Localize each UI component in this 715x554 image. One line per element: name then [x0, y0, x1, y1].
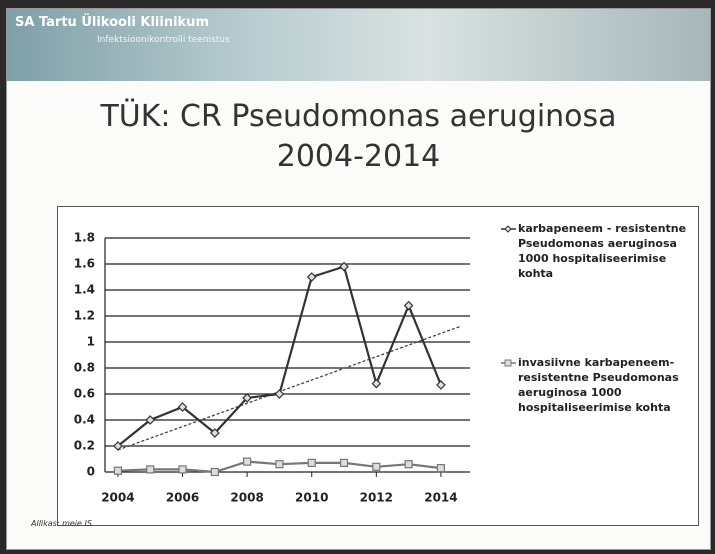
- slide: SA Tartu Ülikooli Kliinikum Infektsiooni…: [6, 8, 711, 550]
- marker: [275, 460, 284, 469]
- x-tick-label: 2014: [424, 491, 457, 505]
- x-tick-label: 2004: [101, 491, 134, 505]
- legend-marker: [504, 225, 512, 233]
- title-line: TÜK: CR Pseudomonas aeruginosa: [100, 99, 617, 134]
- marker: [372, 462, 381, 471]
- y-tick-label: 0.4: [74, 413, 95, 427]
- y-tick-label: 0.6: [74, 387, 95, 401]
- marker: [146, 465, 155, 474]
- legend-entry: invasiivne karbapeneem-resistentne Pseud…: [518, 356, 679, 414]
- marker: [113, 466, 123, 475]
- x-tick-label: 2008: [230, 491, 263, 505]
- legend-marker: [504, 359, 512, 367]
- marker: [339, 458, 349, 467]
- marker: [436, 464, 446, 473]
- y-tick-label: 0.2: [74, 439, 95, 453]
- marker: [307, 458, 316, 467]
- header-banner: SA Tartu Ülikooli Kliinikum Infektsiooni…: [7, 9, 710, 81]
- x-tick-label: 2012: [360, 491, 393, 505]
- y-tick-label: 1.6: [74, 257, 95, 271]
- series-line: [117, 265, 442, 447]
- y-tick-label: 0: [87, 465, 95, 479]
- marker: [178, 465, 187, 474]
- trendline: [117, 325, 461, 451]
- header-title: SA Tartu Ülikooli Kliinikum: [15, 15, 209, 30]
- marker: [403, 300, 414, 311]
- slide-title: TÜK: CR Pseudomonas aeruginosa 2004-2014: [7, 97, 710, 177]
- x-tick-label: 2010: [295, 491, 328, 505]
- marker: [209, 428, 220, 438]
- marker: [436, 380, 446, 390]
- chart-box: 0 0.2 0.4 0.6 0.8 1 1.2 1.4 1.6 1.8 2004 2006 2008 20…: [57, 206, 699, 526]
- legend-entry: karbapeneem - resistentne Pseudomonas ae…: [518, 222, 687, 280]
- header-subtitle: Infektsioonikontrolli teenistus: [97, 35, 230, 45]
- y-tick-label: 1: [87, 335, 95, 349]
- x-tick-label: 2006: [166, 491, 199, 505]
- y-tick-label: 1.8: [74, 231, 95, 245]
- marker: [113, 441, 123, 451]
- y-tick-label: 0.8: [74, 361, 95, 375]
- marker: [339, 261, 349, 272]
- marker: [243, 457, 252, 466]
- y-tick-label: 1.4: [74, 283, 95, 297]
- marker: [306, 272, 317, 282]
- marker: [274, 389, 285, 399]
- marker: [371, 378, 382, 389]
- title-line: 2004-2014: [276, 139, 441, 174]
- chart: 0 0.2 0.4 0.6 0.8 1 1.2 1.4 1.6 1.8 2004 2006 2008 20…: [74, 225, 516, 505]
- marker: [177, 402, 188, 412]
- marker: [404, 460, 413, 469]
- y-tick-label: 1.2: [74, 309, 95, 323]
- marker: [145, 415, 156, 425]
- marker: [242, 393, 252, 403]
- marker: [210, 467, 219, 477]
- footer: Allikas: meie IS: [31, 519, 92, 528]
